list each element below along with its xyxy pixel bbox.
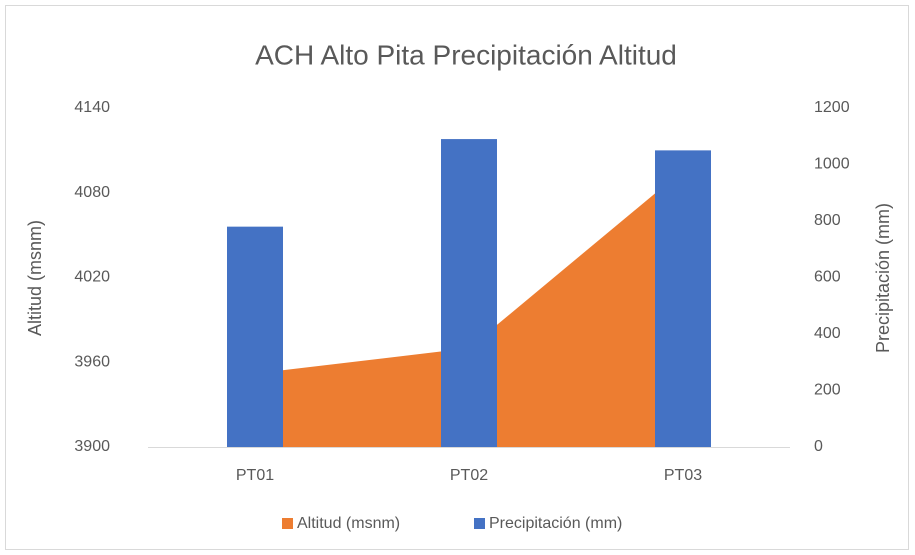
y2-tick-label: 600 [814, 269, 841, 286]
y2-tick-label: 200 [814, 382, 841, 399]
y2-tick-label: 800 [814, 212, 841, 229]
legend-label: Precipitación (mm) [489, 515, 622, 532]
bar [441, 139, 497, 447]
y-tick-label: 3900 [74, 438, 110, 455]
y-tick-label: 4140 [74, 99, 110, 116]
bar [227, 226, 283, 447]
x-tick-label: PT01 [236, 467, 274, 484]
legend-swatch [474, 518, 485, 529]
x-tick-label: PT02 [450, 467, 488, 484]
y2-axis-title: Precipitación (mm) [873, 203, 893, 353]
legend-label: Altitud (msnm) [297, 515, 400, 532]
chart-title: ACH Alto Pita Precipitación Altitud [255, 39, 677, 70]
y2-tick-label: 1000 [814, 156, 850, 173]
y-tick-label: 4020 [74, 269, 110, 286]
y-tick-label: 3960 [74, 353, 110, 370]
area [255, 170, 683, 447]
y2-tick-label: 400 [814, 325, 841, 342]
y-tick-label: 4080 [74, 184, 110, 201]
y2-tick-label: 0 [814, 438, 823, 455]
legend-swatch [282, 518, 293, 529]
x-tick-label: PT03 [664, 467, 702, 484]
y2-tick-label: 1200 [814, 99, 850, 116]
bar [655, 150, 711, 447]
y-axis-title: Altitud (msnm) [25, 220, 45, 336]
